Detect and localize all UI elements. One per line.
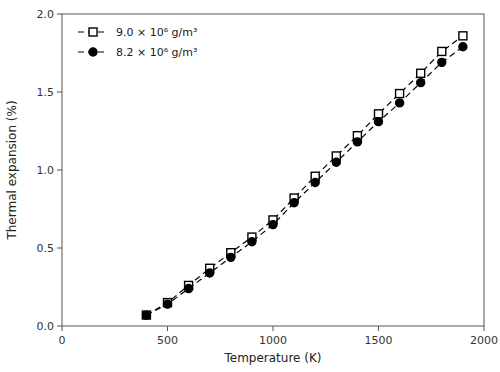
x-tick-label: 1500 [365,334,393,347]
plot-frame [62,14,484,326]
data-point [459,43,467,51]
y-axis-label: Thermal expansion (%) [5,100,19,240]
legend-marker [89,28,97,36]
legend: 9.0 × 10⁶ g/m³ 8.2 × 10⁶ g/m³ [78,26,197,59]
x-tick [378,326,379,331]
x-tick [167,326,168,331]
data-point [396,90,404,98]
y-tick-label: 1.5 [37,86,55,99]
x-tick-label: 500 [157,334,178,347]
y-tick-label: 0.5 [37,242,55,255]
data-point [311,178,319,186]
series-line [146,47,463,315]
x-tick [484,326,485,331]
x-tick [273,326,274,331]
legend-label: 8.2 × 10⁶ g/m³ [116,46,197,59]
x-tick-label: 2000 [470,334,498,347]
data-point [164,300,172,308]
data-point [206,269,214,277]
plot-area [142,32,467,319]
data-point [417,79,425,87]
series-line [146,36,463,315]
legend-label: 9.0 × 10⁶ g/m³ [116,26,197,39]
y-tick-label: 2.0 [37,8,55,21]
data-point [269,221,277,229]
y-tick [57,326,62,327]
data-point [375,110,383,118]
data-point [438,58,446,66]
y-tick [57,248,62,249]
x-axis-label: Temperature (K) [223,351,321,365]
chart: 0 500 1000 1500 2000 0.0 0.5 1.0 1.5 2.0 Temperatu… [0,0,500,372]
data-point [396,99,404,107]
data-point [185,285,193,293]
x-tick [62,326,63,331]
x-tick-label: 1000 [259,334,287,347]
data-point [438,47,446,55]
data-point [142,311,150,319]
data-point [375,118,383,126]
data-point [227,253,235,261]
legend-marker [89,48,97,56]
data-point [332,158,340,166]
y-tick-label: 1.0 [37,164,55,177]
data-point [248,238,256,246]
data-point [417,69,425,77]
data-point [353,138,361,146]
y-tick [57,170,62,171]
data-point [459,32,467,40]
data-point [290,199,298,207]
y-tick [57,92,62,93]
data-point [142,311,150,319]
y-tick [57,14,62,15]
x-tick-label: 0 [59,334,66,347]
y-tick-label: 0.0 [37,320,55,333]
